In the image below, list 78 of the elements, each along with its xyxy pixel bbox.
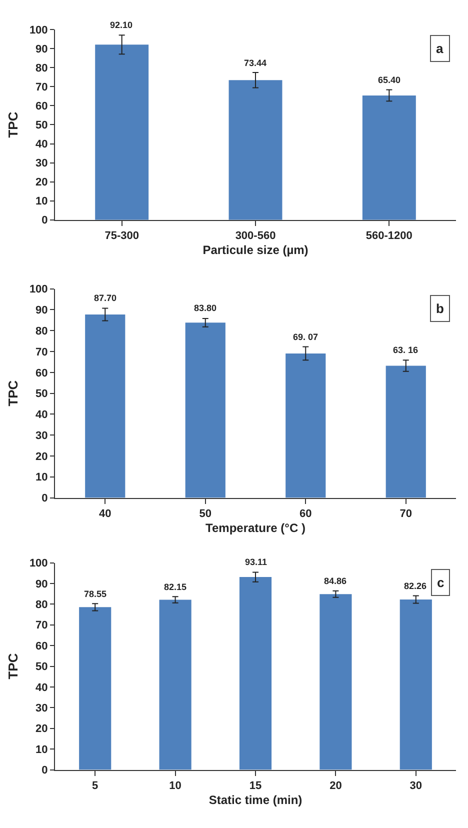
x-tick-label: 20 (330, 780, 342, 792)
data-label: 69. 07 (293, 332, 318, 342)
y-tick-label: 70 (36, 346, 48, 358)
x-tick-label: 60 (300, 508, 312, 520)
y-tick-label: 30 (36, 158, 48, 170)
data-label: 63. 16 (393, 345, 418, 355)
bar (239, 577, 272, 770)
y-tick-label: 100 (29, 284, 48, 296)
y-tick-label: 60 (36, 367, 48, 380)
data-label: 82.15 (164, 582, 187, 592)
y-tick-label: 70 (36, 620, 48, 632)
x-axis-title: Static time (min) (208, 792, 302, 807)
data-label: 78.55 (84, 589, 107, 599)
bar (228, 80, 282, 220)
data-label: 73.44 (244, 58, 267, 68)
y-axis-title: TPC (5, 111, 20, 138)
y-tick-label: 80 (36, 62, 48, 75)
y-tick-label: 90 (36, 44, 48, 56)
x-tick-label: 30 (410, 780, 422, 792)
y-tick-label: 10 (36, 472, 48, 484)
data-label: 84.86 (324, 576, 347, 586)
y-tick-label: 70 (36, 82, 48, 94)
y-tick-label: 10 (36, 744, 48, 756)
bar (362, 95, 416, 220)
annotation: c (437, 575, 444, 590)
bar (286, 353, 326, 498)
y-tick-label: 40 (36, 409, 48, 422)
x-tick-label: 50 (199, 508, 212, 520)
y-tick-label: 20 (36, 723, 48, 736)
y-tick-label: 100 (29, 558, 48, 570)
y-tick-label: 50 (36, 661, 48, 674)
bar (386, 366, 426, 498)
x-tick-label: 5 (92, 780, 98, 792)
x-tick-label: 70 (400, 508, 412, 520)
data-label: 87.70 (94, 293, 117, 303)
y-tick-label: 60 (36, 640, 48, 652)
y-tick-label: 80 (36, 325, 48, 338)
y-tick-label: 50 (36, 120, 48, 132)
bar (185, 322, 226, 498)
x-tick-label: 560-1200 (366, 230, 412, 242)
data-label: 83.80 (194, 303, 217, 313)
y-tick-label: 0 (42, 214, 48, 227)
y-axis-title: TPC (5, 652, 20, 680)
y-tick-label: 80 (36, 599, 48, 612)
x-axis-title: Particule size (µm) (202, 242, 308, 257)
x-tick-label: 10 (169, 780, 182, 792)
y-tick-label: 0 (42, 764, 48, 777)
annotation: b (436, 301, 444, 316)
bar (95, 44, 149, 220)
bar (85, 314, 126, 498)
data-label: 93.11 (245, 557, 268, 567)
x-tick-label: 75-300 (104, 230, 139, 242)
x-tick-label: 40 (99, 508, 112, 520)
y-tick-label: 20 (36, 450, 48, 463)
y-tick-label: 90 (36, 578, 48, 590)
y-tick-label: 0 (42, 492, 48, 505)
x-axis-title: Temperature (°C ) (206, 520, 306, 535)
y-axis-title: TPC (5, 380, 20, 406)
y-tick-label: 40 (36, 138, 48, 151)
y-tick-label: 40 (36, 682, 48, 694)
y-tick-label: 50 (36, 388, 48, 400)
y-tick-label: 30 (36, 430, 48, 442)
bar (159, 600, 192, 770)
y-tick-label: 60 (36, 100, 48, 113)
y-tick-label: 10 (36, 196, 48, 208)
bar (400, 600, 432, 770)
data-label: 65.40 (378, 75, 401, 85)
data-label: 92.10 (110, 20, 133, 30)
y-tick-label: 20 (36, 176, 48, 189)
bar (320, 594, 352, 770)
bar (79, 607, 112, 770)
annotation: a (436, 41, 444, 56)
data-label: 82.26 (404, 581, 427, 591)
y-tick-label: 30 (36, 702, 48, 715)
y-tick-label: 90 (36, 304, 48, 317)
x-tick-label: 15 (249, 780, 262, 792)
x-tick-label: 300-560 (235, 230, 276, 242)
y-tick-label: 100 (29, 24, 48, 36)
